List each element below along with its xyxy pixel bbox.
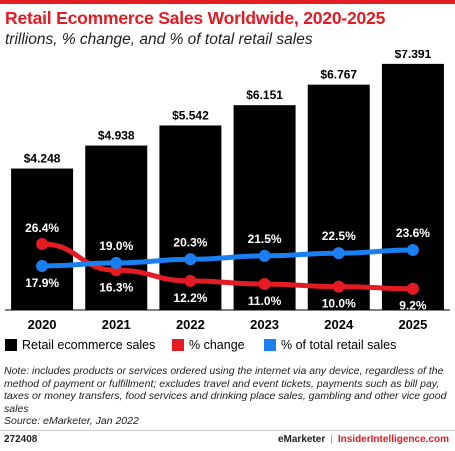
legend-swatch-pct-total xyxy=(264,339,276,351)
bar-2021 xyxy=(85,145,148,310)
x-tick-label-2020: 2020 xyxy=(28,317,57,332)
bar-value-label-2022: $5.542 xyxy=(172,108,209,122)
point-pct-total-2024 xyxy=(332,247,345,260)
x-tick-label-2024: 2024 xyxy=(324,317,354,332)
footer-brand: eMarketer | InsiderIntelligence.com xyxy=(278,434,449,445)
chart-plot: $4.248 $4.938 $5.542 $6.151 $6.767 $7.391 2020… xyxy=(5,50,450,332)
chart-legend: Retail ecommerce sales % change % of tot… xyxy=(0,338,455,358)
pct-change-label-2021: 16.3% xyxy=(99,280,133,294)
bar-value-label-2021: $4.938 xyxy=(98,129,135,143)
line-pct-total xyxy=(39,247,416,269)
legend-swatch-pct-change xyxy=(172,339,184,351)
bar-2025 xyxy=(381,63,444,310)
point-pct-total-2022 xyxy=(184,253,197,266)
bar-value-label-2025: $7.391 xyxy=(395,50,432,61)
pct-change-label-2022: 12.2% xyxy=(173,291,207,305)
legend-label-pct-total: % of total retail sales xyxy=(281,338,397,352)
pct-total-label-2022: 20.3% xyxy=(173,235,207,249)
point-pct-total-2023 xyxy=(258,249,271,262)
pct-total-label-2020: 17.9% xyxy=(25,276,59,290)
footer-divider xyxy=(0,430,455,431)
legend-label-pct-change: % change xyxy=(189,338,245,352)
pct-change-label-2020: 26.4% xyxy=(25,221,59,235)
x-tick-label-2022: 2022 xyxy=(176,317,205,332)
pct-total-label-2021: 19.0% xyxy=(99,239,133,253)
legend-item-pct-change: % change xyxy=(172,338,245,352)
chart-footnote: Note: includes products or services orde… xyxy=(4,365,452,428)
pct-change-label-2023: 11.0% xyxy=(248,294,282,308)
x-tick-label-2021: 2021 xyxy=(102,317,131,332)
brand-separator: | xyxy=(330,434,333,445)
x-tick-label-2023: 2023 xyxy=(250,317,279,332)
bar-value-label-2024: $6.767 xyxy=(320,68,357,82)
point-pct-change-2022 xyxy=(184,274,197,287)
pct-total-label-2023: 21.5% xyxy=(248,232,282,246)
point-pct-change-2020 xyxy=(36,238,49,250)
bar-2024 xyxy=(307,84,370,310)
bar-value-label-2023: $6.151 xyxy=(246,88,283,102)
legend-swatch-ecommerce-sales xyxy=(5,339,17,351)
brand-emarketer: eMarketer xyxy=(277,434,326,445)
pct-change-label-2024: 10.0% xyxy=(322,297,356,311)
chart-title: Retail Ecommerce Sales Worldwide, 2020-2… xyxy=(5,8,386,28)
note-text: Note: includes products or services orde… xyxy=(4,365,447,415)
pct-total-label-2025: 23.6% xyxy=(396,226,430,240)
pct-total-label-2024: 22.5% xyxy=(322,229,356,243)
point-pct-change-2025 xyxy=(406,282,419,295)
point-pct-total-2025 xyxy=(406,244,419,257)
point-pct-total-2020 xyxy=(36,260,49,272)
top-accent-bar xyxy=(0,0,455,4)
source-text: Source: eMarketer, Jan 2022 xyxy=(4,415,139,428)
point-pct-change-2024 xyxy=(332,280,345,293)
x-tick-label-2025: 2025 xyxy=(398,317,427,332)
legend-item-ecommerce-sales: Retail ecommerce sales xyxy=(5,338,155,352)
chart-subtitle: trillions, % change, and % of total reta… xyxy=(5,31,313,48)
brand-insider-intelligence: InsiderIntelligence.com xyxy=(337,434,449,445)
bar-2023 xyxy=(233,105,296,311)
pct-change-label-2025: 9.2% xyxy=(399,299,427,313)
legend-label-ecommerce-sales: Retail ecommerce sales xyxy=(22,338,156,352)
legend-item-pct-total: % of total retail sales xyxy=(264,338,396,352)
point-pct-total-2021 xyxy=(110,256,123,269)
chart-id: 272408 xyxy=(4,434,38,445)
bar-value-label-2020: $4.248 xyxy=(24,152,61,166)
point-pct-change-2023 xyxy=(258,278,271,291)
